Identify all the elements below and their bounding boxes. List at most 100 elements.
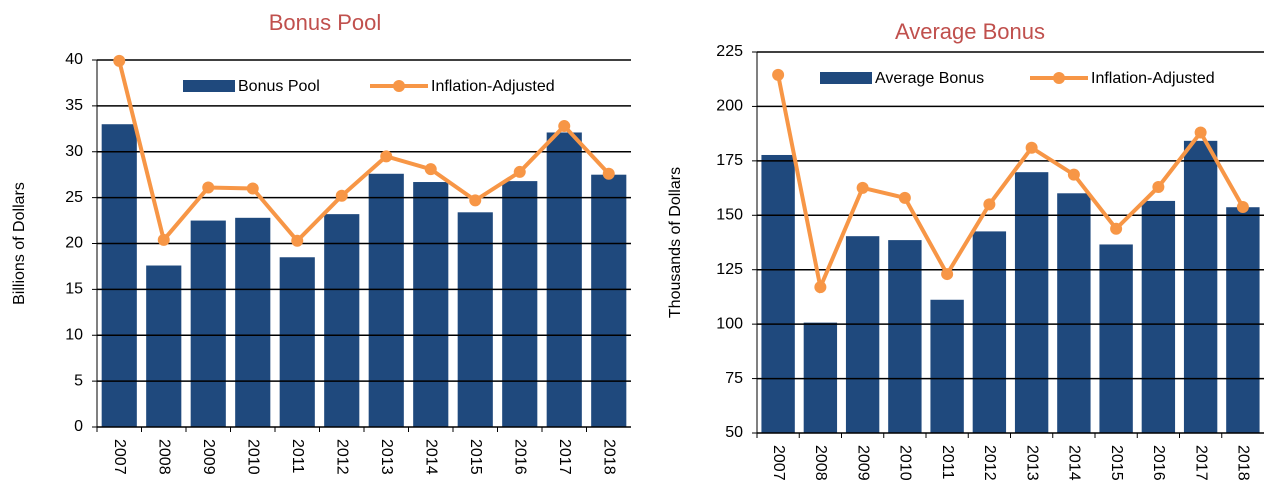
- chart-title: Bonus Pool: [269, 10, 382, 35]
- legend-marker: [1053, 72, 1065, 84]
- bar: [972, 231, 1007, 433]
- legend-bg: [237, 75, 323, 97]
- point: [1067, 168, 1080, 181]
- y-tick-label: 125: [716, 261, 743, 278]
- legend-label: Average Bonus: [875, 70, 984, 87]
- bar: [1057, 193, 1091, 433]
- y-tick-label: 20: [65, 235, 83, 252]
- bar: [888, 240, 922, 433]
- y-tick-label: 0: [74, 418, 83, 435]
- y-tick-label: 50: [725, 424, 743, 441]
- y-tick-label: 5: [74, 372, 83, 389]
- point: [1236, 201, 1249, 214]
- bar: [1226, 207, 1260, 433]
- legend-swatch: [820, 72, 872, 84]
- point: [941, 268, 954, 281]
- bar: [502, 181, 538, 427]
- bar: [803, 322, 838, 433]
- bar: [546, 132, 582, 428]
- bar: [146, 265, 182, 427]
- x-tick-label: 2013: [1023, 445, 1040, 481]
- y-tick-label: 15: [65, 281, 83, 298]
- bar: [457, 212, 493, 427]
- y-tick-label: 10: [65, 326, 83, 343]
- line: [776, 74, 1245, 294]
- x-tick-label: 2010: [245, 439, 262, 475]
- legend-item: Average Bonus: [820, 67, 988, 89]
- bar: [1141, 200, 1176, 433]
- legend-item: Inflation-Adjusted: [1030, 67, 1218, 89]
- point: [424, 163, 437, 176]
- chart-title: Average Bonus: [895, 19, 1045, 44]
- point: [856, 181, 869, 194]
- chart: Average Bonus Thousands of Dollars 50 75 100…: [667, 19, 1264, 481]
- point: [291, 234, 304, 247]
- x-tick-label: 2018: [601, 439, 618, 475]
- x-tick-label: 2010: [897, 445, 914, 481]
- x-tick-label: 2007: [770, 445, 787, 481]
- x-tick-label: 2014: [1066, 445, 1083, 481]
- x-tick-label: 2013: [378, 439, 395, 475]
- point: [1152, 180, 1165, 193]
- bar: [1099, 244, 1133, 433]
- point: [602, 167, 615, 180]
- legend-swatch: [183, 80, 235, 92]
- point: [772, 68, 785, 81]
- legend-bg: [1090, 67, 1218, 89]
- legend-label: Inflation-Adjusted: [1091, 70, 1215, 87]
- x-tick-label: 2008: [156, 439, 173, 475]
- y-tick-label: 25: [65, 189, 83, 206]
- x-tick-label: 2007: [111, 439, 128, 475]
- y-tick-label: 30: [65, 143, 83, 160]
- bar: [101, 124, 137, 427]
- y-tick-label: 100: [716, 315, 743, 332]
- bar: [324, 214, 360, 427]
- x-tick-label: 2012: [334, 439, 351, 475]
- point: [113, 54, 126, 67]
- y-axis-title: Thousands of Dollars: [667, 167, 684, 318]
- x-tick-label: 2009: [854, 445, 871, 481]
- x-tick-label: 2018: [1235, 445, 1252, 481]
- bar: [279, 257, 315, 427]
- line: [117, 60, 611, 245]
- x-tick-label: 2011: [939, 445, 956, 480]
- point: [469, 194, 482, 207]
- point: [558, 120, 571, 133]
- legend-marker: [393, 80, 405, 92]
- x-tick-label: 2016: [512, 439, 529, 475]
- x-tick-label: 2012: [981, 445, 998, 481]
- point: [1110, 222, 1123, 235]
- legend-label: Bonus Pool: [238, 78, 320, 95]
- bar: [930, 299, 964, 433]
- bar: [845, 236, 880, 433]
- point: [380, 150, 393, 163]
- point: [898, 191, 911, 204]
- bar: [1014, 172, 1049, 433]
- point: [246, 182, 259, 195]
- x-tick-label: 2016: [1150, 445, 1167, 481]
- x-tick-label: 2008: [812, 445, 829, 481]
- x-tick-label: 2017: [1192, 445, 1209, 481]
- point: [513, 165, 526, 178]
- bar: [190, 220, 226, 427]
- bar: [1183, 140, 1218, 433]
- point: [1025, 141, 1038, 154]
- legend-bg: [430, 75, 558, 97]
- legend-item: Inflation-Adjusted: [370, 75, 558, 97]
- bar: [368, 173, 404, 427]
- legend-bg: [874, 67, 988, 89]
- y-tick-label: 175: [716, 152, 743, 169]
- point: [814, 281, 827, 294]
- bar: [413, 182, 449, 427]
- y-tick-label: 75: [725, 370, 743, 387]
- y-tick-label: 35: [65, 97, 83, 114]
- point: [335, 189, 348, 202]
- x-tick-label: 2015: [1108, 445, 1125, 481]
- y-tick-label: 225: [716, 43, 743, 60]
- x-tick-label: 2015: [467, 439, 484, 475]
- chart: Bonus Pool Billions of Dollars 0 5 10 15 20 25 3…: [11, 10, 631, 475]
- point: [983, 198, 996, 211]
- x-tick-label: 2011: [289, 439, 306, 474]
- point: [1194, 126, 1207, 139]
